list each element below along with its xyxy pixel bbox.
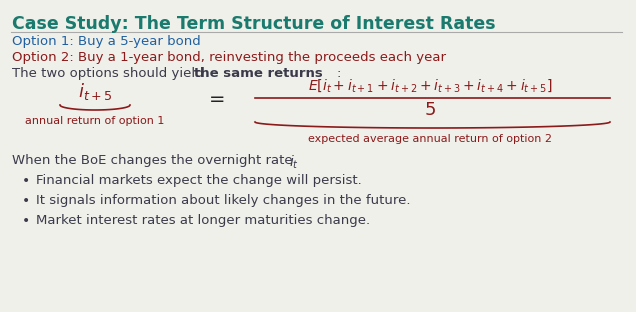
Text: $=$: $=$ xyxy=(205,89,225,108)
Text: Option 2: Buy a 1-year bond, reinvesting the proceeds each year: Option 2: Buy a 1-year bond, reinvesting… xyxy=(12,51,446,64)
Text: Market interest rates at longer maturities change.: Market interest rates at longer maturiti… xyxy=(36,214,370,227)
Text: Financial markets expect the change will persist.: Financial markets expect the change will… xyxy=(36,174,362,187)
Text: annual return of option 1: annual return of option 1 xyxy=(25,116,165,126)
Text: When the BoE changes the overnight rate: When the BoE changes the overnight rate xyxy=(12,154,297,167)
Text: the same returns: the same returns xyxy=(194,67,322,80)
Text: •: • xyxy=(22,174,31,188)
Text: Case Study: The Term Structure of Interest Rates: Case Study: The Term Structure of Intere… xyxy=(12,15,495,33)
Text: :: : xyxy=(337,67,342,80)
Text: •: • xyxy=(22,194,31,208)
Text: •: • xyxy=(22,214,31,228)
Text: $E[i_t + i_{t+1} + i_{t+2} + i_{t+3} + i_{t+4} + i_{t+5}]$: $E[i_t + i_{t+1} + i_{t+2} + i_{t+3} + i… xyxy=(308,78,552,95)
Text: $i_{t+5}$: $i_{t+5}$ xyxy=(78,81,112,103)
Text: Option 1: Buy a 5-year bond: Option 1: Buy a 5-year bond xyxy=(12,35,201,48)
Text: $5$: $5$ xyxy=(424,101,436,119)
Text: expected average annual return of option 2: expected average annual return of option… xyxy=(308,134,552,144)
Text: The two options should yield: The two options should yield xyxy=(12,67,208,80)
Text: It signals information about likely changes in the future.: It signals information about likely chan… xyxy=(36,194,410,207)
Text: $i_t$: $i_t$ xyxy=(289,154,299,171)
